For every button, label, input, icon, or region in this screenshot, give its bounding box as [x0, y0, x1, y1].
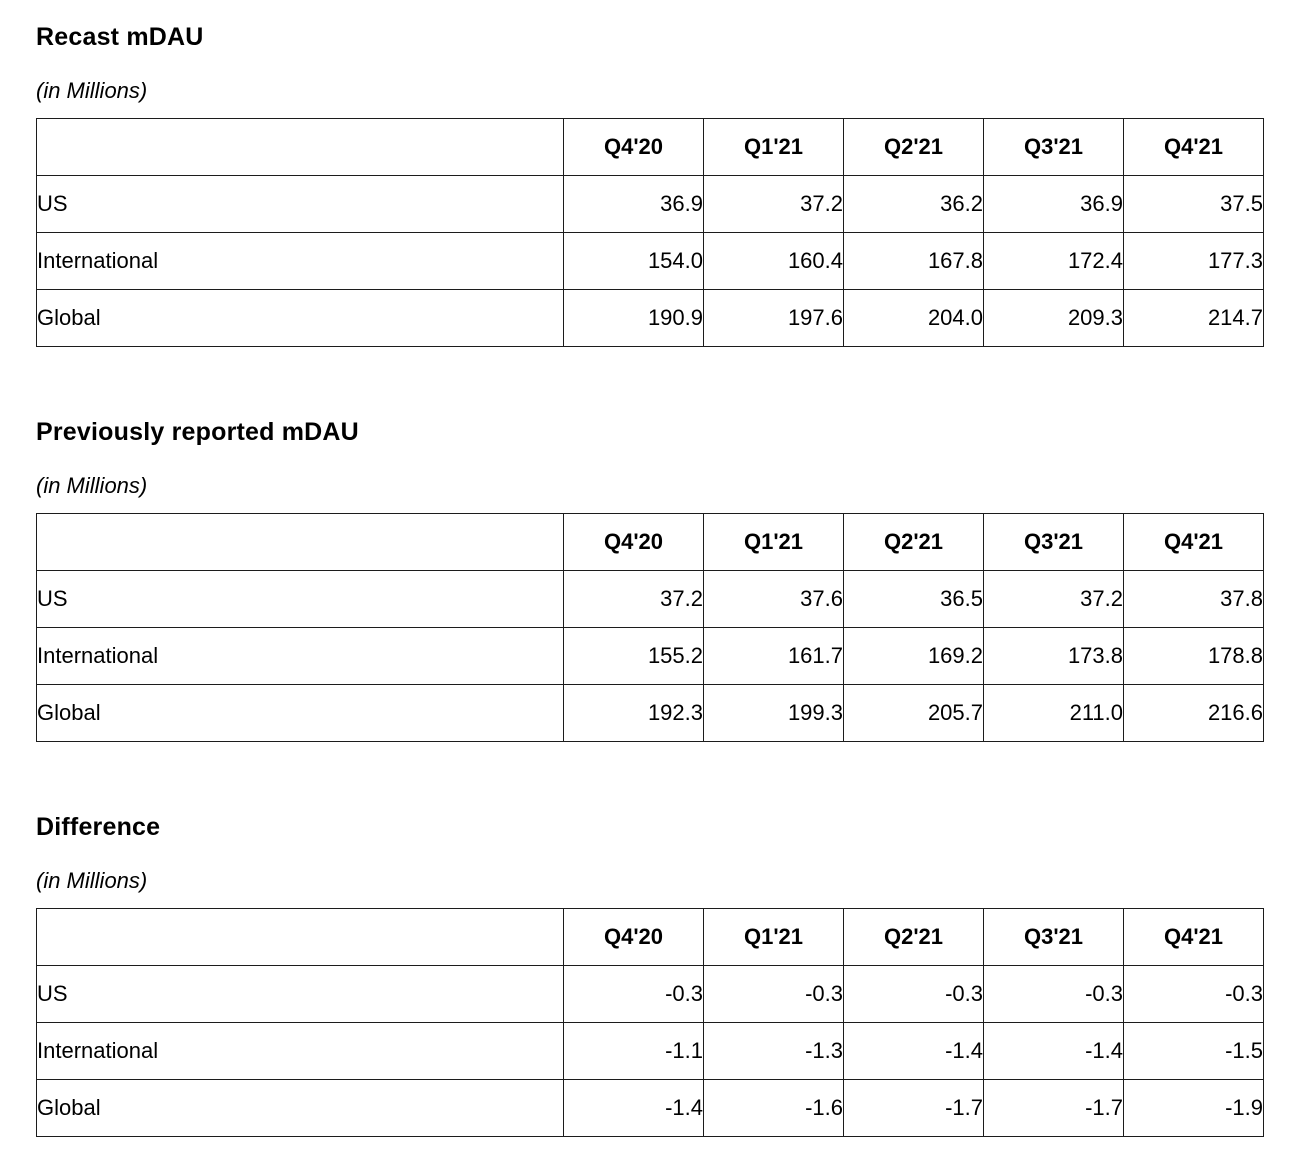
row-label: International	[36, 232, 564, 290]
value-cell: 204.0	[843, 289, 984, 347]
value-cell: -0.3	[563, 965, 704, 1023]
value-cell: -1.6	[703, 1079, 844, 1137]
section-difference: Difference (in Millions) Q4'20 Q1'21 Q2'21…	[36, 812, 1265, 1137]
column-header: Q4'21	[1123, 118, 1264, 176]
column-header: Q2'21	[843, 118, 984, 176]
row-label: US	[36, 965, 564, 1023]
value-cell: 190.9	[563, 289, 704, 347]
column-header: Q3'21	[983, 908, 1124, 966]
section-recast-mdau: Recast mDAU (in Millions) Q4'20 Q1'21 Q2'2…	[36, 22, 1265, 347]
value-cell: 37.5	[1123, 175, 1264, 233]
value-cell: -0.3	[1123, 965, 1264, 1023]
value-cell: 36.5	[843, 570, 984, 628]
value-cell: 154.0	[563, 232, 704, 290]
table-row: Global 190.9 197.6 204.0 209.3 214.7	[36, 289, 1264, 347]
section-subtitle: (in Millions)	[36, 868, 148, 893]
row-label: US	[36, 570, 564, 628]
table-row: US 36.9 37.2 36.2 36.9 37.5	[36, 175, 1264, 233]
value-cell: 214.7	[1123, 289, 1264, 347]
table-row: Global 192.3 199.3 205.7 211.0 216.6	[36, 684, 1264, 742]
column-header: Q3'21	[983, 118, 1124, 176]
value-cell: 37.2	[983, 570, 1124, 628]
value-cell: -0.3	[983, 965, 1124, 1023]
recast-mdau-table: Q4'20 Q1'21 Q2'21 Q3'21 Q4'21 US 36.9 37.2 36.2…	[36, 118, 1264, 347]
value-cell: 216.6	[1123, 684, 1264, 742]
value-cell: 37.6	[703, 570, 844, 628]
value-cell: 209.3	[983, 289, 1124, 347]
row-label: Global	[36, 289, 564, 347]
table-header-row: Q4'20 Q1'21 Q2'21 Q3'21 Q4'21	[36, 908, 1264, 966]
value-cell: -1.4	[983, 1022, 1124, 1080]
value-cell: -1.9	[1123, 1079, 1264, 1137]
value-cell: 37.2	[703, 175, 844, 233]
previously-reported-mdau-table: Q4'20 Q1'21 Q2'21 Q3'21 Q4'21 US 37.2 37.6 36.5…	[36, 513, 1264, 742]
value-cell: -0.3	[843, 965, 984, 1023]
value-cell: 177.3	[1123, 232, 1264, 290]
column-header: Q3'21	[983, 513, 1124, 571]
value-cell: 172.4	[983, 232, 1124, 290]
value-cell: -1.7	[983, 1079, 1124, 1137]
table-header-row: Q4'20 Q1'21 Q2'21 Q3'21 Q4'21	[36, 513, 1264, 571]
value-cell: 36.2	[843, 175, 984, 233]
value-cell: 192.3	[563, 684, 704, 742]
value-cell: 178.8	[1123, 627, 1264, 685]
table-row: International 154.0 160.4 167.8 172.4 177.3	[36, 232, 1264, 290]
value-cell: -1.3	[703, 1022, 844, 1080]
column-header: Q4'21	[1123, 908, 1264, 966]
value-cell: -0.3	[703, 965, 844, 1023]
row-label: US	[36, 175, 564, 233]
corner-cell	[36, 118, 564, 176]
value-cell: -1.1	[563, 1022, 704, 1080]
column-header: Q2'21	[843, 513, 984, 571]
column-header: Q1'21	[703, 513, 844, 571]
section-subtitle: (in Millions)	[36, 473, 148, 498]
column-header: Q4'21	[1123, 513, 1264, 571]
column-header: Q4'20	[563, 908, 704, 966]
value-cell: 197.6	[703, 289, 844, 347]
section-previously-reported-mdau: Previously reported mDAU (in Millions) Q…	[36, 417, 1265, 742]
table-header-row: Q4'20 Q1'21 Q2'21 Q3'21 Q4'21	[36, 118, 1264, 176]
corner-cell	[36, 513, 564, 571]
section-title: Previously reported mDAU	[36, 418, 359, 446]
column-header: Q1'21	[703, 118, 844, 176]
value-cell: 155.2	[563, 627, 704, 685]
value-cell: 37.2	[563, 570, 704, 628]
value-cell: 167.8	[843, 232, 984, 290]
value-cell: 205.7	[843, 684, 984, 742]
difference-table: Q4'20 Q1'21 Q2'21 Q3'21 Q4'21 US -0.3 -0.3 -0.3…	[36, 908, 1264, 1137]
column-header: Q1'21	[703, 908, 844, 966]
section-title: Recast mDAU	[36, 23, 204, 51]
row-label: Global	[36, 684, 564, 742]
value-cell: 169.2	[843, 627, 984, 685]
value-cell: 36.9	[983, 175, 1124, 233]
value-cell: -1.4	[563, 1079, 704, 1137]
value-cell: 161.7	[703, 627, 844, 685]
column-header: Q4'20	[563, 513, 704, 571]
column-header: Q4'20	[563, 118, 704, 176]
table-row: US 37.2 37.6 36.5 37.2 37.8	[36, 570, 1264, 628]
row-label: Global	[36, 1079, 564, 1137]
value-cell: 160.4	[703, 232, 844, 290]
table-row: International -1.1 -1.3 -1.4 -1.4 -1.5	[36, 1022, 1264, 1080]
value-cell: -1.4	[843, 1022, 984, 1080]
row-label: International	[36, 627, 564, 685]
section-title: Difference	[36, 813, 161, 841]
row-label: International	[36, 1022, 564, 1080]
value-cell: 37.8	[1123, 570, 1264, 628]
section-subtitle: (in Millions)	[36, 78, 148, 103]
table-row: Global -1.4 -1.6 -1.7 -1.7 -1.9	[36, 1079, 1264, 1137]
table-row: US -0.3 -0.3 -0.3 -0.3 -0.3	[36, 965, 1264, 1023]
value-cell: -1.5	[1123, 1022, 1264, 1080]
value-cell: 173.8	[983, 627, 1124, 685]
column-header: Q2'21	[843, 908, 984, 966]
table-row: International 155.2 161.7 169.2 173.8 178.8	[36, 627, 1264, 685]
value-cell: -1.7	[843, 1079, 984, 1137]
value-cell: 211.0	[983, 684, 1124, 742]
corner-cell	[36, 908, 564, 966]
value-cell: 199.3	[703, 684, 844, 742]
value-cell: 36.9	[563, 175, 704, 233]
